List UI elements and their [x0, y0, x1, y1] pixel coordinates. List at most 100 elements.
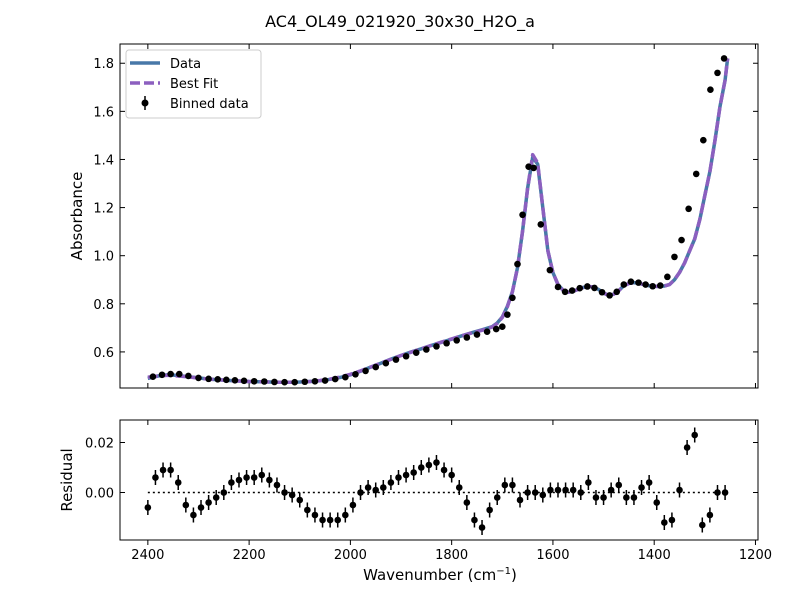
binned-data-point [546, 266, 554, 274]
residual-point [266, 476, 273, 484]
absorbance-x-ticks [147, 44, 756, 388]
residual-point [273, 481, 281, 489]
residual-point [623, 494, 630, 501]
binned-data-point [223, 376, 230, 384]
residual-point [417, 464, 425, 471]
absorbance-plot-frame [119, 43, 759, 389]
binned-data-point [498, 323, 506, 330]
binned-data-point [620, 281, 628, 288]
residual-point [524, 489, 531, 496]
binned-data-point [685, 205, 692, 213]
binned-data-point [331, 375, 339, 383]
residual-point [531, 489, 539, 496]
binned-data-points [149, 55, 728, 386]
residual-point [182, 501, 190, 509]
residual-point [433, 459, 440, 466]
binned-data-point [342, 373, 349, 381]
binned-data-point [554, 283, 562, 291]
residual-plot-frame [119, 419, 759, 541]
residual-point [547, 486, 554, 494]
residual-point [250, 474, 258, 481]
residual-point [167, 466, 174, 474]
series-line-best-fit [147, 58, 730, 384]
residual-x-ticks: 2400 2200 2000 1800 1600 1400 1200 [131, 420, 772, 563]
binned-data-point [311, 377, 319, 385]
residual-point [516, 496, 524, 504]
residual-y-label: Residual [58, 448, 76, 511]
residual-point [349, 501, 357, 509]
residual-point [683, 444, 691, 451]
y-tick-label-residual: 0.00 [85, 487, 114, 502]
residual-point [281, 489, 288, 496]
residual-point [471, 516, 478, 524]
residual-point [288, 491, 296, 499]
residual-point [159, 466, 167, 474]
x-tick-label: 1600 [536, 548, 569, 563]
absorbance-y-ticks: 0.6 0.8 1.0 1.2 1.4 1.6 1.8 [93, 57, 758, 361]
binned-data-point [281, 378, 288, 386]
residual-point [372, 486, 380, 494]
residual-point [569, 486, 577, 494]
binned-data-point [382, 359, 390, 367]
binned-data-point [692, 170, 700, 178]
residual-point [304, 506, 311, 514]
binned-data-point [158, 371, 166, 379]
residual-point [342, 511, 349, 519]
residual-point [463, 499, 471, 506]
legend-label-best-fit: Best Fit [170, 77, 218, 92]
y-tick-label-absorbance: 0.6 [93, 346, 114, 361]
legend-label-data: Data [170, 57, 201, 72]
binned-data-point [606, 292, 613, 299]
residual-point [721, 489, 729, 496]
residual-point [478, 524, 486, 531]
binned-data-point [271, 378, 278, 386]
binned-data-point [627, 278, 635, 285]
residual-points [144, 427, 729, 535]
residual-point [714, 489, 721, 496]
binned-data-point [473, 331, 481, 338]
residual-point [493, 494, 501, 501]
residual-point [364, 484, 372, 491]
binned-data-point [149, 373, 157, 380]
residual-point [577, 489, 585, 496]
residual-point [645, 479, 653, 486]
binned-data-point [453, 337, 461, 344]
binned-data-point [175, 370, 183, 378]
residual-point [706, 511, 714, 519]
binned-data-point [492, 325, 500, 333]
residual-point [380, 484, 387, 491]
residual-point [357, 489, 364, 496]
y-tick-label-absorbance: 1.4 [93, 153, 114, 168]
residual-point [296, 496, 304, 504]
residual-point [638, 484, 645, 491]
residual-point [326, 516, 334, 524]
residual-point [334, 516, 342, 524]
binned-data-point [185, 372, 192, 380]
binned-data-point [412, 349, 420, 356]
absorbance-y-label: Absorbance [68, 172, 86, 261]
residual-point [197, 504, 205, 511]
binned-data-point [700, 136, 707, 144]
residual-point [448, 471, 455, 479]
y-tick-label-absorbance: 1.0 [93, 250, 114, 265]
residual-point [212, 494, 220, 501]
x-axis-label-close: ) [511, 566, 517, 584]
binned-data-point [250, 377, 258, 385]
binned-data-point [714, 69, 721, 77]
x-axis-label-main: Wavenumber (cm [363, 566, 496, 584]
binned-data-point [195, 374, 202, 382]
y-tick-label-absorbance: 1.2 [93, 202, 114, 217]
residual-point [258, 471, 266, 479]
binned-data-point [205, 375, 212, 383]
residual-point [243, 474, 250, 481]
binned-data-point [321, 377, 329, 384]
residual-point [539, 491, 547, 499]
binned-data-point [352, 370, 359, 378]
binned-data-point [720, 55, 728, 62]
binned-data-point [301, 378, 309, 386]
residual-point [486, 506, 493, 514]
binned-data-point [635, 279, 642, 286]
binned-data-point [291, 378, 298, 386]
residual-point [311, 511, 319, 519]
residual-point [228, 479, 235, 486]
